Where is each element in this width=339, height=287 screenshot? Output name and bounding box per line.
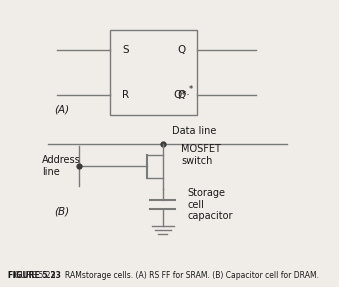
Text: (A): (A): [54, 104, 69, 115]
Text: Data line: Data line: [172, 126, 216, 136]
Text: FIGURE 5.23    RAMstorage cells. (A) RS FF for SRAM. (B) Capacitor cell for DRAM: FIGURE 5.23 RAMstorage cells. (A) RS FF …: [7, 271, 319, 280]
Text: R: R: [122, 90, 129, 100]
Text: (B): (B): [54, 207, 69, 217]
Text: *: *: [188, 85, 193, 94]
Text: Q: Q: [177, 90, 185, 100]
Text: S: S: [122, 45, 129, 55]
Text: FIGURE 5.23: FIGURE 5.23: [7, 271, 60, 280]
Text: Q: Q: [177, 45, 185, 55]
Text: Q*·: Q*·: [173, 90, 190, 100]
Text: MOSFET
switch: MOSFET switch: [181, 144, 221, 166]
Text: Storage
cell
capacitor: Storage cell capacitor: [187, 188, 233, 221]
Text: Address
line: Address line: [42, 156, 80, 177]
